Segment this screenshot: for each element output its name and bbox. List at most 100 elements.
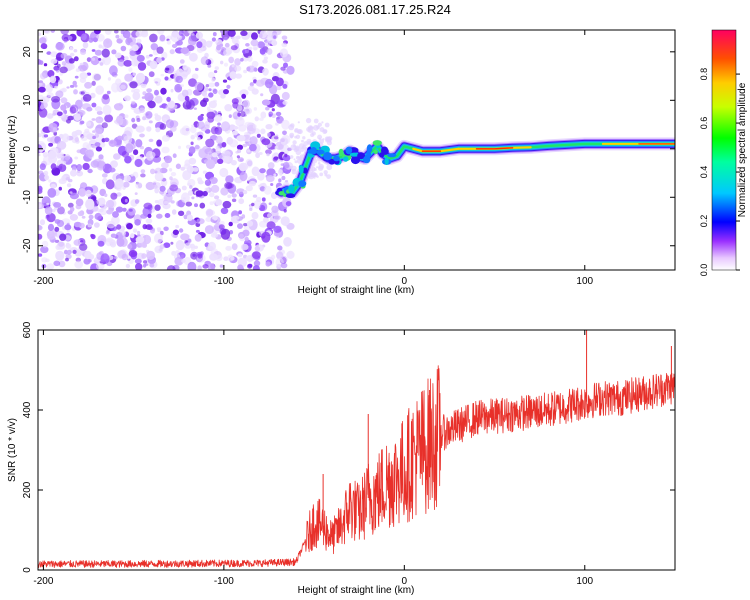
noise-blob <box>284 180 289 183</box>
noise-blob <box>238 198 245 205</box>
noise-blob <box>109 239 116 246</box>
noise-blob <box>274 136 279 140</box>
snr-y-ticks: 0 200 400 600 <box>22 321 675 573</box>
noise-blob <box>239 171 248 182</box>
haze-dot <box>293 144 296 148</box>
noise-blob <box>56 219 65 228</box>
noise-blob <box>287 147 292 152</box>
noise-blob <box>162 117 167 122</box>
noise-blob <box>113 256 118 260</box>
x-tick-label: -100 <box>214 276 234 287</box>
noise-blob <box>134 192 138 196</box>
noise-blob <box>256 196 262 202</box>
noise-blob <box>60 97 68 104</box>
noise-blob <box>38 133 42 138</box>
noise-blob <box>189 185 193 189</box>
noise-blob <box>73 89 78 95</box>
noise-blob <box>221 150 231 158</box>
noise-blob <box>197 180 204 185</box>
noise-blob <box>238 162 248 171</box>
noise-blob <box>144 263 149 266</box>
noise-blob <box>256 41 266 49</box>
noise-blob <box>136 38 142 44</box>
haze-dot <box>289 155 294 159</box>
noise-blob <box>148 71 155 78</box>
noise-blob <box>273 225 282 233</box>
noise-blob <box>149 54 153 57</box>
noise-blob <box>260 111 267 119</box>
noise-blob <box>180 233 190 241</box>
haze-dot <box>317 162 321 165</box>
noise-blob <box>79 72 88 80</box>
noise-blob <box>223 49 231 56</box>
noise-blob <box>197 253 203 259</box>
noise-blob <box>39 219 46 226</box>
noise-blob <box>227 194 232 199</box>
noise-blob <box>235 73 243 79</box>
haze-dot <box>311 131 316 136</box>
noise-blob <box>175 240 185 251</box>
noise-blob <box>249 143 257 152</box>
noise-blob <box>214 66 219 70</box>
noise-blob <box>112 211 119 218</box>
noise-blob <box>187 190 194 196</box>
snr-x-label: Height of straight line (km) <box>298 585 415 596</box>
noise-blob <box>266 153 270 157</box>
noise-blob <box>49 75 57 84</box>
noise-blob <box>96 110 103 116</box>
haze-dot <box>326 174 331 180</box>
noise-blob <box>178 30 184 37</box>
noise-blob <box>273 35 277 39</box>
noise-blob <box>140 169 146 174</box>
noise-blob <box>261 197 266 202</box>
noise-blob <box>205 208 214 218</box>
noise-blob <box>267 132 271 137</box>
noise-blob <box>226 84 231 89</box>
noise-blob <box>104 193 108 197</box>
noise-blob <box>235 35 241 40</box>
noise-blob <box>38 203 42 209</box>
noise-blob <box>136 54 145 62</box>
noise-blob <box>84 81 93 89</box>
noise-blob <box>128 208 133 212</box>
noise-blob <box>156 30 165 35</box>
noise-blob <box>244 49 249 54</box>
noise-blob <box>273 215 281 221</box>
noise-blob <box>86 121 92 127</box>
snr-y-label: SNR (10 * v/v) <box>7 418 18 482</box>
y-tick-label: 0 <box>22 567 33 573</box>
noise-blob <box>171 44 178 48</box>
noise-blob <box>263 56 268 60</box>
noise-blob <box>170 200 175 204</box>
noise-blob <box>202 264 209 269</box>
haze-dot <box>295 155 300 160</box>
noise-blob <box>230 45 238 51</box>
noise-blob <box>61 61 66 66</box>
noise-blob <box>47 70 55 78</box>
noise-blob <box>142 116 147 121</box>
noise-blob <box>213 70 218 74</box>
spectrogram-x-label: Height of straight line (km) <box>298 285 415 296</box>
noise-blob <box>43 63 48 67</box>
noise-blob <box>67 35 73 41</box>
noise-blob <box>61 87 67 93</box>
noise-blob <box>49 128 53 131</box>
noise-blob <box>242 99 250 108</box>
noise-blob <box>140 83 147 89</box>
noise-blob <box>69 52 75 57</box>
haze-dot <box>292 140 297 145</box>
noise-blob <box>167 100 175 109</box>
noise-blob <box>78 106 82 110</box>
noise-blob <box>124 155 132 164</box>
noise-blob <box>101 48 110 58</box>
noise-blob <box>169 184 179 192</box>
noise-blob <box>205 40 213 48</box>
noise-blob <box>192 167 199 172</box>
noise-blob <box>101 122 108 129</box>
noise-blob <box>38 94 44 101</box>
noise-blob <box>131 44 139 52</box>
noise-blob <box>90 160 100 168</box>
noise-blob <box>283 237 292 247</box>
noise-blob <box>164 155 173 164</box>
noise-blob <box>254 116 259 122</box>
